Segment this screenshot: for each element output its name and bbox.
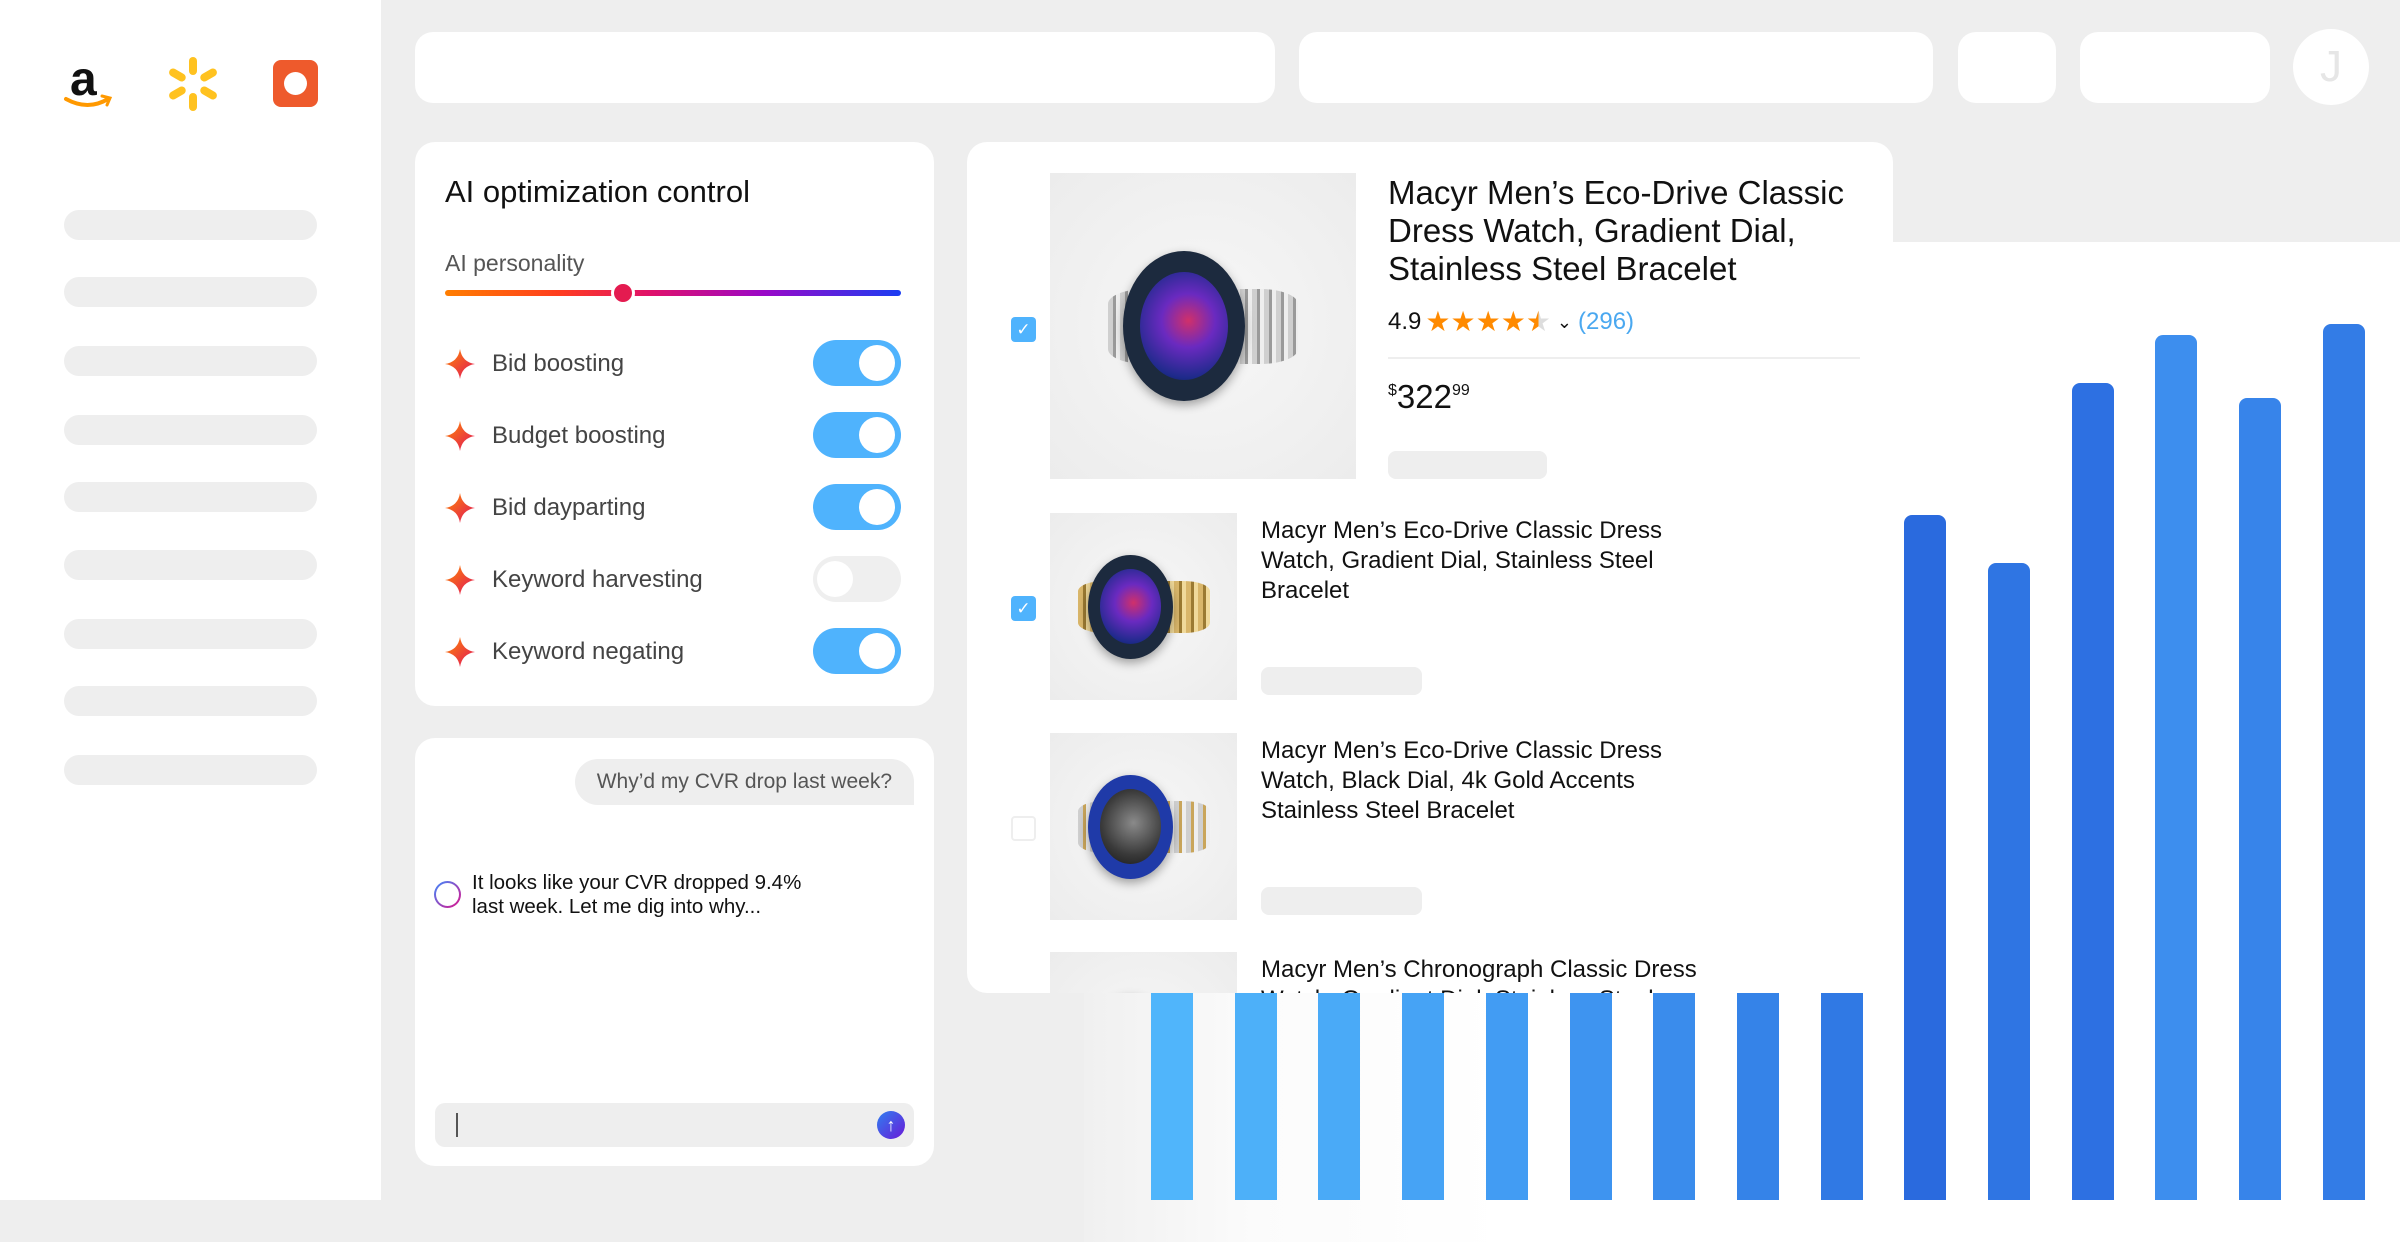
review-count-link[interactable]: (296) [1578,308,1635,335]
price-fraction: 99 [1451,382,1470,399]
product-title[interactable]: Macyr Men’s Eco-Drive Classic Dress Watc… [1388,174,1844,287]
sidebar-placeholder-item[interactable] [64,686,317,716]
toggle-row: Keyword harvesting [445,556,901,602]
product-list-panel: ✓ Macyr Men’s Eco-Drive Classic Dress Wa… [967,142,1893,993]
panel-title: AI optimization control [445,174,750,209]
sidebar-placeholder-item[interactable] [64,755,317,785]
product-checkbox[interactable]: ✓ [1011,596,1036,621]
chart-bar [1988,562,2030,1200]
toggle-switch[interactable] [813,628,901,674]
placeholder-button[interactable] [1261,667,1422,695]
star-icon: ★ [1475,306,1501,337]
star-icon: ★ [1425,306,1451,337]
toggle-label: Keyword negating [492,638,685,665]
sparkle-icon [445,637,475,667]
text-cursor [456,1113,458,1137]
ai-avatar-icon [434,881,461,908]
toggle-label: Bid boosting [492,350,625,377]
rating-row: 4.9 ★ ★ ★ ★ ★ ⌄ (296) [1388,308,1634,336]
product-image [1050,733,1237,920]
user-message: Why’d my CVR drop last week? [574,759,914,805]
rating-value: 4.9 [1388,308,1422,335]
product-image [1050,952,1237,993]
walmart-spark-logo-icon[interactable] [166,56,220,112]
toggle-row: Keyword negating [445,628,901,674]
chat-panel: Why’d my CVR drop last week? It looks li… [415,738,934,1166]
product-featured[interactable]: ✓ Macyr Men’s Eco-Drive Classic Dress Wa… [967,142,1893,502]
sparkle-icon [445,421,475,451]
toggle-switch[interactable] [813,412,901,458]
product-item[interactable]: ✓ Macyr Men’s Eco-Drive Classic Dress Wat… [967,513,1893,713]
sidebar-placeholder-item[interactable] [64,619,317,649]
placeholder-button[interactable] [1261,887,1422,915]
amazon-logo-icon[interactable]: a [62,55,114,113]
product-checkbox[interactable] [1011,816,1036,841]
price: $32299 [1388,378,1470,416]
top-placeholder-button[interactable] [1958,32,2056,103]
slider-thumb[interactable] [610,281,635,305]
svg-text:a: a [70,55,97,106]
star-icon: ★ [1525,306,1551,337]
chart-bar [1904,515,1947,1200]
toggle-label: Budget boosting [492,422,666,449]
sparkle-icon [445,349,475,379]
chart-bar [2239,398,2282,1200]
avatar[interactable]: J [2293,29,2369,105]
ai-optimization-panel: AI optimization control AI personality B… [415,142,934,706]
star-icon: ★ [1500,306,1526,337]
toggle-switch[interactable] [813,340,901,386]
toggle-switch[interactable] [813,556,901,602]
ai-personality-label: AI personality [445,250,585,276]
sidebar-placeholder-item[interactable] [64,346,317,376]
product-image [1050,513,1237,700]
top-placeholder-dropdown[interactable] [2080,32,2270,103]
placeholder-button[interactable] [1388,451,1547,479]
divider [1388,357,1860,359]
product-checkbox[interactable]: ✓ [1011,317,1036,342]
ai-personality-slider[interactable] [445,281,901,305]
price-symbol: $ [1388,382,1397,399]
star-rating: ★ ★ ★ ★ ★ [1425,308,1551,336]
sparkle-icon [445,565,475,595]
orange-square-logo-icon[interactable] [273,60,318,107]
product-image [1050,173,1356,479]
chart-bar [2322,324,2365,1200]
price-whole: 322 [1396,378,1452,415]
toggle-label: Bid dayparting [492,494,646,521]
toggle-label: Keyword harvesting [492,566,703,593]
sidebar-placeholder-item[interactable] [64,482,317,512]
sidebar-placeholder-item[interactable] [64,550,317,580]
chart-bar [2155,334,2198,1200]
arrow-up-icon[interactable]: ↑ [877,1111,905,1139]
product-item[interactable]: Macyr Men’s Chronograph Classic Dress Wa… [967,952,1893,993]
top-placeholder-filter[interactable] [1299,32,1933,103]
sparkle-icon [445,493,475,523]
ai-message: It looks like your CVR dropped 9.4% last… [472,871,802,918]
sidebar-placeholder-item[interactable] [64,277,317,307]
toggle-row: Budget boosting [445,412,901,458]
product-title[interactable]: Macyr Men’s Eco-Drive Classic Dress Watc… [1261,517,1662,604]
product-item[interactable]: Macyr Men’s Eco-Drive Classic Dress Watc… [967,733,1893,933]
product-title[interactable]: Macyr Men’s Chronograph Classic Dress Wa… [1261,956,1697,993]
chevron-down-icon[interactable]: ⌄ [1556,311,1573,332]
sidebar-placeholder-item[interactable] [64,415,317,445]
product-title[interactable]: Macyr Men’s Eco-Drive Classic Dress Watc… [1261,737,1662,824]
star-icon: ★ [1450,306,1476,337]
sidebar: a [0,0,381,1200]
chat-input[interactable]: ↑ [435,1103,914,1147]
toggle-row: Bid boosting [445,340,901,386]
top-placeholder-search[interactable] [415,32,1275,103]
toggle-switch[interactable] [813,484,901,530]
toggle-row: Bid dayparting [445,484,901,530]
chart-bar [2071,382,2114,1200]
sidebar-placeholder-item[interactable] [64,210,317,240]
